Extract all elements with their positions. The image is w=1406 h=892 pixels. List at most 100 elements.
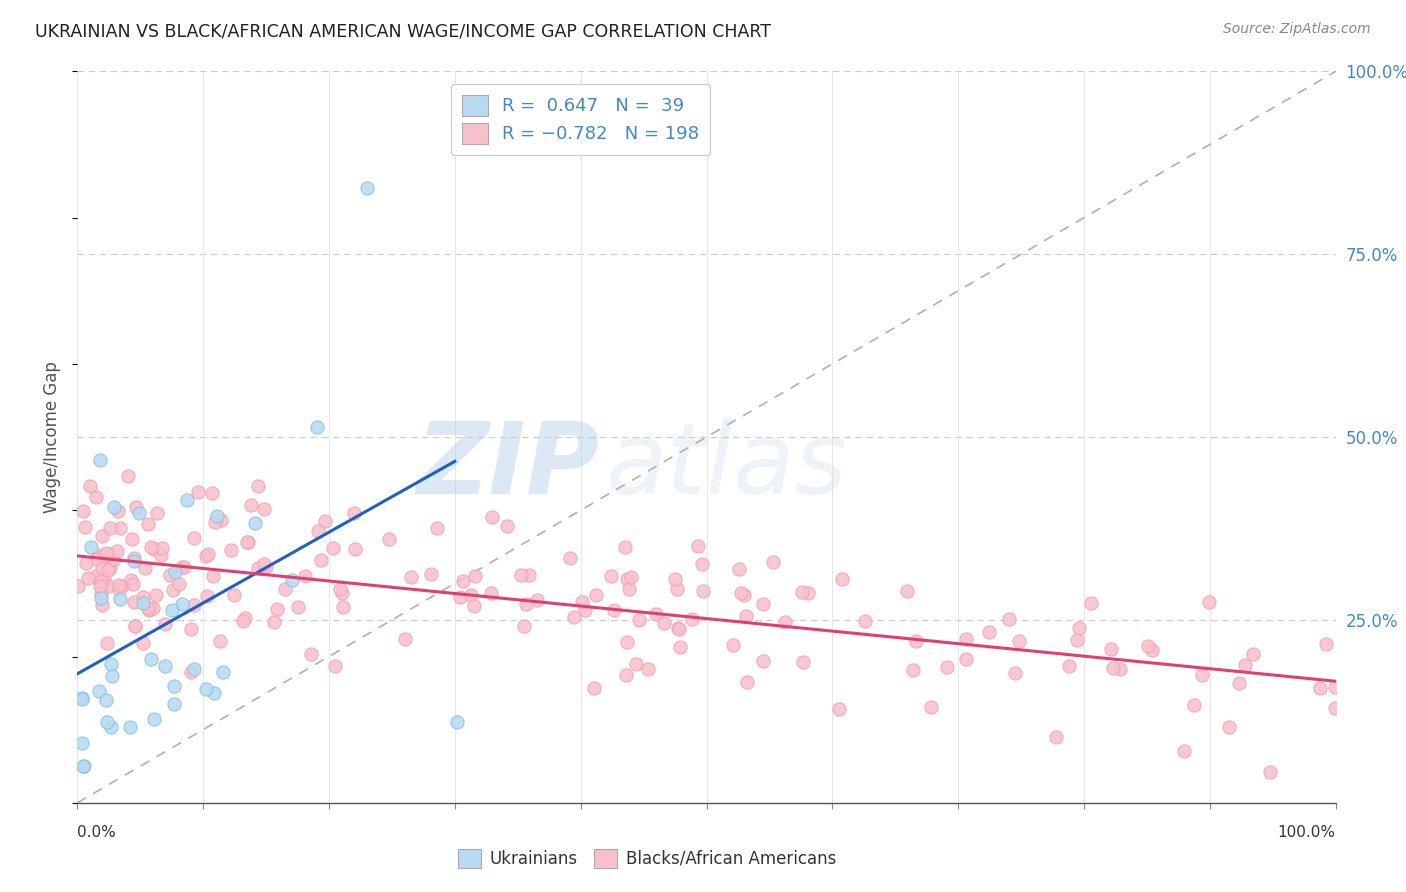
Point	[305, 420, 328, 434]
Point	[998, 612, 1021, 626]
Point	[299, 647, 322, 661]
Point	[66, 579, 89, 593]
Point	[180, 665, 202, 679]
Point	[146, 506, 169, 520]
Point	[70, 691, 93, 706]
Point	[1184, 698, 1206, 712]
Point	[97, 563, 120, 577]
Point	[243, 516, 266, 531]
Point	[905, 634, 928, 648]
Point	[197, 547, 219, 561]
Point	[692, 557, 714, 571]
Point	[730, 585, 752, 599]
Point	[170, 560, 193, 574]
Point	[266, 602, 288, 616]
Point	[132, 596, 155, 610]
Point	[399, 569, 422, 583]
Point	[125, 500, 148, 514]
Point	[247, 479, 270, 493]
Point	[692, 584, 714, 599]
Point	[449, 590, 471, 604]
Point	[150, 541, 173, 555]
Point	[162, 603, 184, 617]
Point	[903, 663, 925, 677]
Point	[70, 736, 93, 750]
Point	[513, 619, 536, 633]
Point	[100, 669, 122, 683]
Point	[132, 635, 155, 649]
Point	[98, 561, 121, 575]
Point	[89, 579, 111, 593]
Point	[153, 659, 176, 673]
Point	[558, 550, 581, 565]
Point	[515, 598, 537, 612]
Point	[735, 675, 758, 690]
Point	[202, 686, 225, 700]
Point	[173, 560, 195, 574]
Point	[79, 478, 101, 492]
Point	[681, 612, 703, 626]
Point	[481, 510, 503, 524]
Point	[526, 592, 548, 607]
Point	[128, 506, 150, 520]
Point	[209, 634, 232, 648]
Point	[1137, 639, 1160, 653]
Point	[668, 622, 690, 636]
Point	[201, 569, 224, 583]
Point	[792, 656, 814, 670]
Point	[344, 542, 367, 557]
Point	[120, 573, 142, 587]
Point	[614, 668, 637, 682]
Point	[955, 652, 977, 666]
Point	[86, 552, 108, 566]
Point	[1080, 597, 1102, 611]
Point	[1191, 668, 1213, 682]
Point	[124, 619, 146, 633]
Point	[167, 577, 190, 591]
Point	[209, 512, 232, 526]
Point	[207, 508, 229, 523]
Text: atlas: atlas	[606, 417, 848, 515]
Point	[308, 524, 330, 538]
Point	[124, 554, 146, 568]
Point	[87, 548, 110, 562]
Point	[75, 556, 97, 570]
Text: UKRAINIAN VS BLACK/AFRICAN AMERICAN WAGE/INCOME GAP CORRELATION CHART: UKRAINIAN VS BLACK/AFRICAN AMERICAN WAGE…	[35, 22, 770, 40]
Text: ZIP: ZIP	[416, 417, 599, 515]
Point	[686, 540, 709, 554]
Point	[451, 574, 474, 588]
Point	[72, 504, 94, 518]
Point	[645, 607, 668, 621]
Point	[94, 692, 117, 706]
Point	[280, 573, 302, 587]
Point	[90, 574, 112, 588]
Point	[134, 561, 156, 575]
Point	[98, 521, 121, 535]
Point	[585, 588, 607, 602]
Point	[394, 632, 416, 646]
Point	[936, 660, 959, 674]
Point	[200, 486, 222, 500]
Point	[138, 517, 160, 532]
Point	[752, 598, 775, 612]
Point	[603, 603, 626, 617]
Point	[159, 568, 181, 582]
Point	[163, 698, 186, 712]
Point	[1227, 676, 1250, 690]
Point	[665, 582, 688, 596]
Point	[664, 573, 686, 587]
Point	[86, 569, 108, 583]
Text: 100.0%: 100.0%	[1278, 825, 1336, 840]
Point	[100, 720, 122, 734]
Point	[574, 602, 596, 616]
Point	[124, 619, 146, 633]
Point	[194, 682, 217, 697]
Point	[142, 601, 165, 615]
Point	[828, 702, 851, 716]
Point	[495, 518, 517, 533]
Point	[1057, 659, 1080, 673]
Point	[107, 578, 129, 592]
Point	[138, 603, 160, 617]
Legend: Ukrainians, Blacks/African Americans: Ukrainians, Blacks/African Americans	[451, 842, 842, 875]
Point	[90, 598, 112, 612]
